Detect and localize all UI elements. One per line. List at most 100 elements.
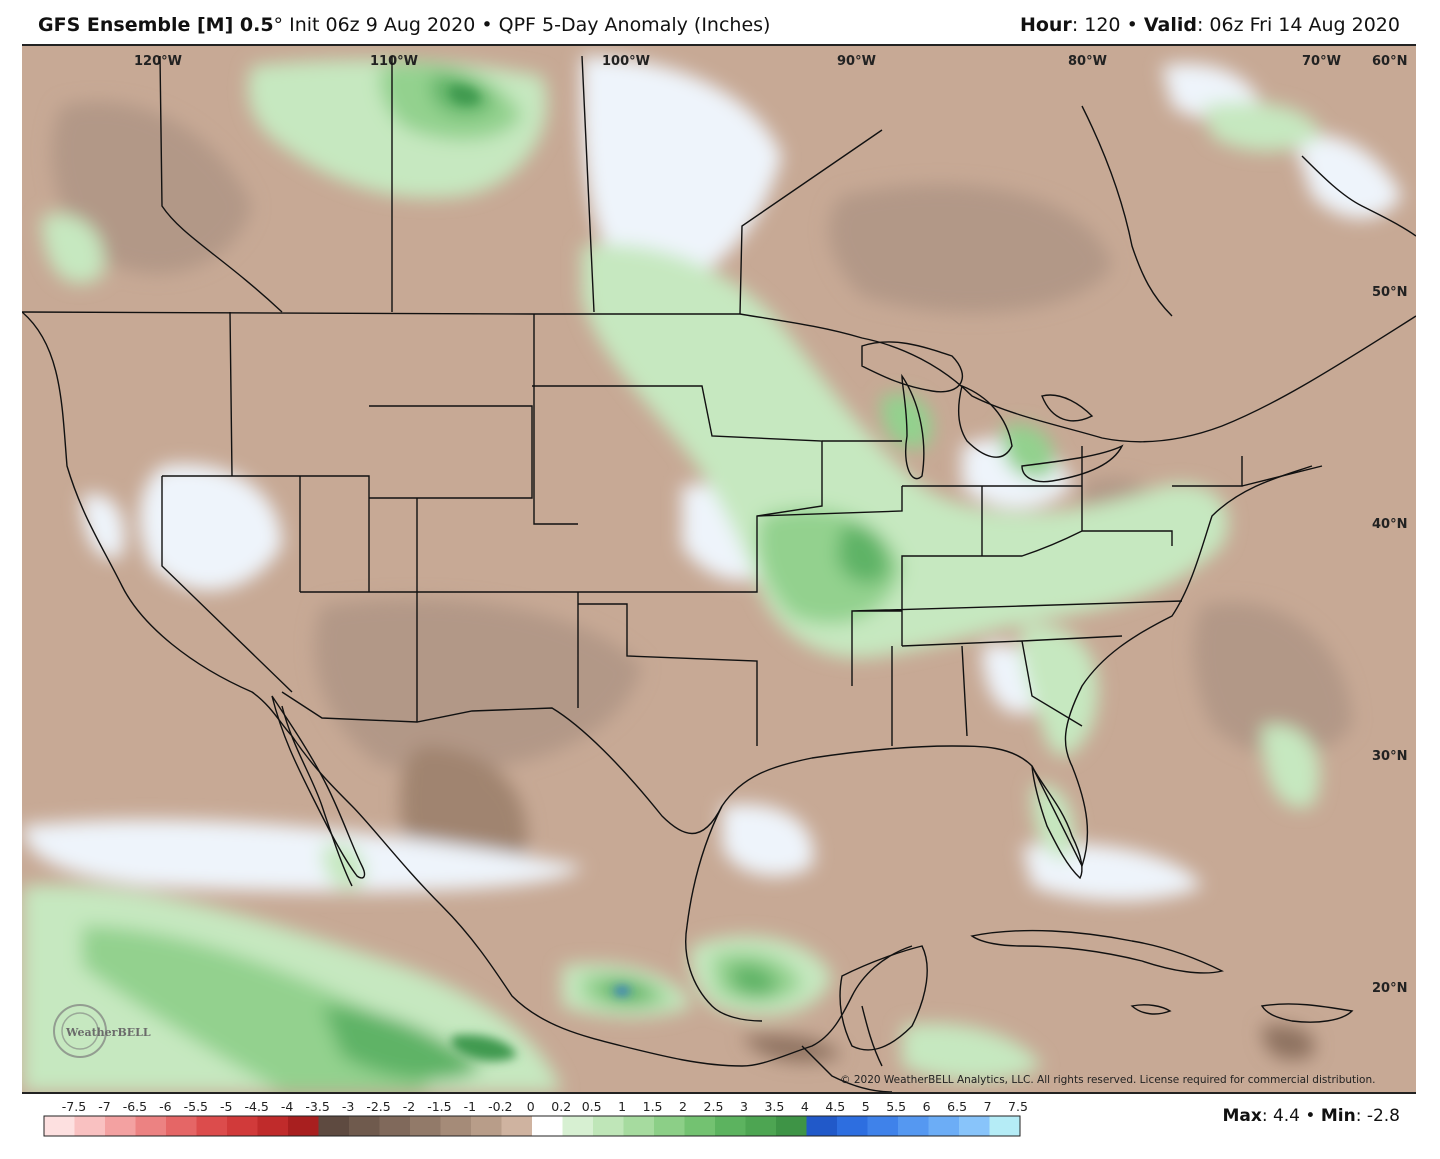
legend-tick-label: -6 — [159, 1099, 172, 1114]
logo-text: WeatherBELL — [65, 1026, 151, 1039]
legend-tick-label: -3 — [342, 1099, 354, 1114]
legend-swatch — [379, 1116, 411, 1136]
min-value: : -2.8 — [1355, 1106, 1400, 1126]
lat-label: 40°N — [1372, 517, 1407, 532]
canada-us-border — [22, 311, 1416, 443]
us-west-coast — [22, 311, 293, 737]
hour-value: : 120 — [1071, 14, 1121, 36]
color-legend: -7.5 -7 -6.5 -6 -5.5 -5 -4.5 -4 -3.5 -3 -2.5 -2 -1.5… — [0, 1092, 1440, 1159]
legend-tick-label: 0.2 — [551, 1099, 571, 1114]
legend-tick-label: -5.5 — [184, 1099, 208, 1114]
lat-label: 50°N — [1372, 285, 1407, 300]
max-value: : 4.4 — [1261, 1106, 1300, 1126]
legend-swatch — [471, 1116, 502, 1136]
legend-swatches — [44, 1116, 1021, 1136]
canada-province-lines — [159, 55, 883, 315]
legend-swatch — [776, 1116, 807, 1136]
legend-swatch — [867, 1116, 899, 1136]
legend-tick-label: -2 — [403, 1099, 415, 1114]
baja-california — [271, 695, 366, 879]
lat-label: 20°N — [1372, 981, 1407, 996]
lon-label: 110°W — [370, 54, 418, 69]
lon-label: 90°W — [837, 54, 876, 69]
legend-swatch — [623, 1116, 655, 1136]
legend-tick-label: -5 — [220, 1099, 232, 1114]
legend-tick-label: -0.2 — [488, 1099, 512, 1114]
legend-tick-label: 1 — [618, 1099, 626, 1114]
legend-swatch — [562, 1116, 594, 1136]
legend-swatch — [318, 1116, 350, 1136]
lon-label: 70°W — [1302, 54, 1341, 69]
anomaly-field-detail — [450, 85, 630, 1062]
anomaly-field — [22, 56, 1402, 1092]
legend-tick-label: 6 — [923, 1099, 931, 1114]
max-min-readout: Max: 4.4 • Min: -2.8 — [1222, 1106, 1400, 1126]
legend-tick-label: 3.5 — [764, 1099, 784, 1114]
degree-symbol: ° — [273, 14, 284, 36]
legend-swatch — [227, 1116, 258, 1136]
longitude-labels: 120°W 110°W 100°W 90°W 80°W 70°W 60°N — [134, 54, 1407, 69]
legend-svg: -7.5 -7 -6.5 -6 -5.5 -5 -4.5 -4 -3.5 -3 -2.5 -2 -1.5… — [43, 1099, 1028, 1137]
legend-swatch — [257, 1116, 289, 1136]
legend-swatch — [806, 1116, 838, 1136]
min-label: Min — [1320, 1106, 1356, 1126]
political-borders — [22, 55, 1416, 1092]
legend-tick-label: 0.5 — [582, 1099, 602, 1114]
max-min-separator: • — [1305, 1106, 1316, 1126]
state-lines — [161, 311, 1323, 746]
us-mexico-border — [281, 691, 723, 835]
legend-swatch — [989, 1116, 1021, 1136]
legend-swatch — [959, 1116, 990, 1136]
product-name: QPF 5-Day Anomaly (Inches) — [498, 14, 771, 36]
legend-swatch — [166, 1116, 197, 1136]
legend-swatch — [135, 1116, 167, 1136]
forecast-time: Hour: 120 • Valid: 06z Fri 14 Aug 2020 — [1020, 14, 1400, 36]
florida — [1031, 765, 1083, 880]
legend-tick-label: -1.5 — [427, 1099, 451, 1114]
legend-tick-label: 5 — [862, 1099, 870, 1114]
title-separator: • — [481, 14, 493, 36]
gulf-coast — [721, 465, 1313, 868]
legend-tick-label: 5.5 — [886, 1099, 906, 1114]
great-lakes — [861, 341, 1124, 483]
legend-tick-label: -4 — [281, 1099, 294, 1114]
valid-label: Valid — [1143, 14, 1197, 36]
valid-value: : 06z Fri 14 Aug 2020 — [1196, 14, 1400, 36]
legend-tick-label: 2.5 — [704, 1099, 724, 1114]
legend-tick-label: 0 — [527, 1099, 535, 1114]
map-title: GFS Ensemble [M] 0.5° Init 06z 9 Aug 202… — [38, 14, 770, 36]
lon-label: 100°W — [602, 54, 650, 69]
legend-tick-label: 3 — [740, 1099, 748, 1114]
legend-swatch — [440, 1116, 472, 1136]
lon-label: 80°W — [1068, 54, 1107, 69]
legend-swatch — [745, 1116, 777, 1136]
legend-tick-label: -1 — [464, 1099, 476, 1114]
lat-label: 30°N — [1372, 749, 1407, 764]
hispaniola — [1260, 1003, 1354, 1023]
legend-tick-label: 7 — [984, 1099, 992, 1114]
precip-anomaly-map: 120°W 110°W 100°W 90°W 80°W 70°W 60°N 50… — [22, 44, 1416, 1094]
weatherbell-logo: WeatherBELL — [53, 1004, 151, 1058]
legend-swatch — [410, 1116, 441, 1136]
legend-swatch — [105, 1116, 136, 1136]
legend-swatch — [532, 1116, 563, 1136]
init-time: Init 06z 9 Aug 2020 — [289, 14, 476, 36]
legend-swatch — [74, 1116, 106, 1136]
legend-tick-label: 7.5 — [1008, 1099, 1028, 1114]
copyright-notice: © 2020 WeatherBELL Analytics, LLC. All r… — [840, 1074, 1375, 1086]
legend-tick-label: -4.5 — [245, 1099, 269, 1114]
legend-swatch — [684, 1116, 716, 1136]
legend-swatch — [288, 1116, 319, 1136]
hour-label: Hour — [1019, 14, 1072, 36]
map-header: GFS Ensemble [M] 0.5° Init 06z 9 Aug 202… — [0, 0, 1440, 44]
legend-swatch — [654, 1116, 685, 1136]
legend-border — [43, 1115, 1021, 1137]
time-separator: • — [1126, 14, 1138, 36]
map-svg: 120°W 110°W 100°W 90°W 80°W 70°W 60°N 50… — [22, 46, 1416, 1092]
latitude-labels: 50°N 40°N 30°N 20°N — [1372, 285, 1407, 996]
legend-tick-label: -3.5 — [305, 1099, 329, 1114]
legend-tick-label: -2.5 — [366, 1099, 390, 1114]
legend-ticks: -7.5 -7 -6.5 -6 -5.5 -5 -4.5 -4 -3.5 -3 -2.5 -2 -1.5… — [62, 1099, 1028, 1114]
legend-tick-label: -7.5 — [62, 1099, 86, 1114]
legend-swatch — [715, 1116, 746, 1136]
